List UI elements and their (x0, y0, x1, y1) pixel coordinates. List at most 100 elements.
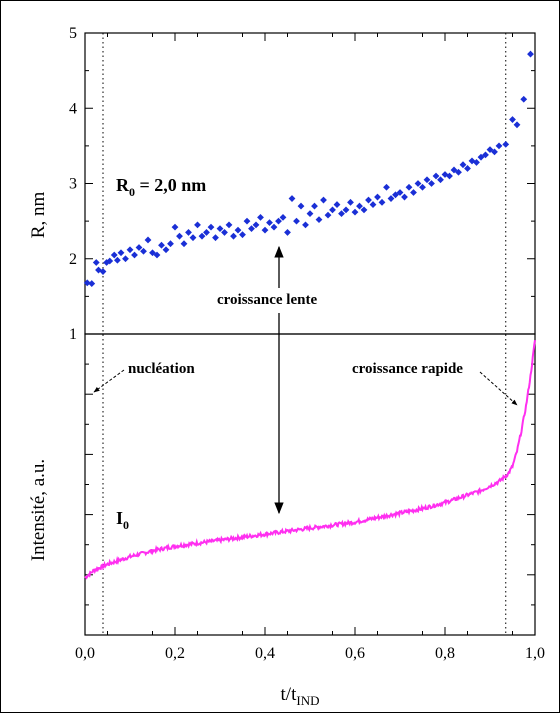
data-point (99, 268, 107, 275)
r0-label-main: R (116, 175, 130, 195)
data-point (414, 180, 422, 187)
data-point (180, 240, 188, 248)
top-y-tick-label: 3 (69, 176, 77, 193)
data-point (423, 176, 431, 184)
x-axis-title-sub: IND (296, 693, 319, 708)
x-tick-label: 1,0 (525, 645, 545, 662)
data-point (114, 256, 121, 264)
data-point (455, 168, 462, 176)
data-point (252, 221, 260, 229)
data-point (351, 208, 359, 216)
top-y-tick-label: 2 (69, 251, 77, 268)
data-point (374, 193, 381, 201)
data-point (106, 257, 114, 265)
data-point (491, 148, 498, 156)
x-axis-title-main: t/t (281, 684, 298, 705)
data-point (383, 183, 390, 191)
data-point (437, 176, 444, 184)
data-point (369, 201, 377, 208)
data-point (153, 251, 161, 259)
data-point (239, 231, 246, 239)
data-point (248, 225, 255, 233)
data-point (158, 241, 165, 249)
data-point (230, 232, 237, 240)
data-point (315, 216, 323, 224)
data-point (342, 206, 350, 214)
data-point (347, 198, 354, 206)
data-point (527, 50, 534, 58)
annotation-nucleation: nucléation (128, 361, 195, 377)
intensity-line (84, 339, 536, 580)
i0-label-main: I (116, 508, 123, 528)
data-point (324, 211, 332, 219)
r0-label-value: = 2,0 nm (135, 175, 206, 195)
data-point (266, 219, 273, 227)
top-y-tick-label: 4 (69, 100, 77, 117)
data-point (221, 229, 228, 236)
data-point (110, 251, 118, 259)
data-point (392, 191, 399, 199)
data-point (288, 195, 296, 202)
data-point (225, 221, 233, 229)
data-point (360, 206, 368, 214)
data-point (333, 201, 341, 208)
x-tick-label: 0,0 (75, 645, 95, 662)
data-point (387, 195, 395, 202)
data-point (167, 240, 174, 248)
data-point (520, 95, 528, 103)
data-point (162, 246, 170, 254)
data-point (495, 142, 503, 150)
data-point (311, 202, 318, 210)
data-point (302, 221, 309, 229)
x-tick-label: 0,2 (165, 645, 185, 662)
data-point (450, 166, 458, 174)
top-y-tick-label: 5 (69, 25, 77, 42)
x-tick-label: 0,8 (435, 645, 455, 662)
data-point (103, 259, 110, 266)
data-point (149, 249, 156, 257)
data-point (410, 189, 417, 196)
data-point (88, 280, 96, 287)
data-point (212, 234, 219, 242)
data-point (513, 121, 521, 129)
data-point (338, 210, 345, 217)
data-point (356, 202, 363, 210)
data-point (477, 153, 485, 161)
data-point (198, 232, 206, 240)
annotation-croissance-rapide: croissance rapide (352, 361, 463, 377)
data-point (419, 183, 426, 191)
data-point (140, 247, 147, 255)
data-point (396, 189, 404, 196)
data-point (502, 140, 510, 148)
data-point (122, 255, 129, 263)
arrow-nucleation (93, 369, 125, 393)
bottom-y-axis-title: Intensité, a.u. (28, 459, 49, 561)
data-point (284, 229, 291, 236)
data-point (171, 223, 179, 231)
data-point (279, 213, 287, 221)
data-point (261, 226, 269, 234)
data-point (207, 223, 215, 231)
data-point (92, 259, 100, 266)
top-y-tick-label: 1 (69, 326, 77, 343)
r0-label: R0 = 2,0 nm (116, 175, 206, 199)
annotation-croissance-lente: croissance lente (217, 292, 317, 308)
i0-label: I0 (116, 508, 129, 532)
data-point (176, 232, 183, 240)
data-point (365, 196, 372, 204)
data-point (482, 151, 489, 159)
data-point (428, 180, 435, 187)
arrow-croissance-rapide (479, 371, 518, 406)
data-point (185, 229, 192, 236)
data-point (446, 172, 453, 180)
data-point (405, 183, 413, 191)
data-point (144, 236, 152, 244)
data-point (459, 161, 467, 169)
x-tick-label: 0,4 (255, 645, 275, 662)
data-point (131, 251, 138, 259)
data-point (275, 217, 282, 225)
data-point (243, 217, 251, 225)
x-tick-label: 0,6 (345, 645, 365, 662)
